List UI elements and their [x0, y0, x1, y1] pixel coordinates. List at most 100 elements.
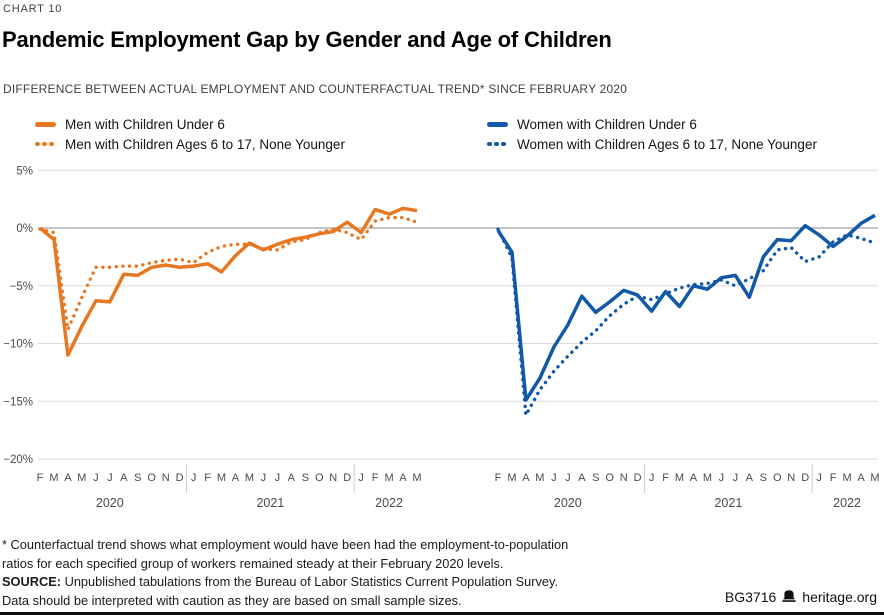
axis-label: A [857, 472, 865, 484]
axis-label: J [649, 472, 655, 484]
axis-label: 2022 [833, 496, 861, 510]
axis-label: M [535, 472, 544, 484]
dotted-line-swatch [35, 141, 61, 147]
axis-label: −10% [3, 339, 33, 351]
axis-label: O [315, 472, 324, 484]
chart-subtitle: DIFFERENCE BETWEEN ACTUAL EMPLOYMENT AND… [3, 82, 628, 96]
solid-line-swatch [487, 121, 513, 127]
chart-kicker: CHART 10 [3, 3, 63, 15]
axis-label: F [495, 472, 502, 484]
axis-label: S [302, 472, 309, 484]
page-title: Pandemic Employment Gap by Gender and Ag… [2, 27, 612, 52]
legend-label: Men with Children Under 6 [65, 116, 225, 132]
axis-label: 2022 [375, 496, 403, 510]
footnote-line: ratios for each specified group of worke… [2, 555, 504, 571]
legend-label: Women with Children Under 6 [517, 116, 697, 132]
legend-men: Men with Children Under 6 Men with Child… [35, 114, 345, 154]
women-6-to-17-line [496, 227, 877, 417]
axis-label: N [787, 472, 795, 484]
axis-label: M [870, 472, 879, 484]
legend-label: Men with Children Ages 6 to 17, None You… [65, 136, 345, 152]
axis-label: O [773, 472, 782, 484]
axis-label: N [329, 472, 337, 484]
axis-label: M [77, 472, 86, 484]
axis-label: A [399, 472, 407, 484]
axis-label: A [288, 472, 296, 484]
axis-label: S [134, 472, 141, 484]
axis-label: F [372, 472, 379, 484]
axis-label: D [176, 472, 184, 484]
source-label: SOURCE: [2, 574, 62, 589]
axis-label: −20% [3, 454, 33, 466]
legend-item-women-under-6: Women with Children Under 6 [487, 114, 817, 134]
source-text: Unpublished tabulations from the Bureau … [61, 574, 559, 589]
axis-label: J [107, 472, 113, 484]
site-link: heritage.org [802, 589, 877, 605]
legend-women: Women with Children Under 6 Women with C… [487, 114, 817, 154]
axis-label: M [703, 472, 712, 484]
axis-label: D [634, 472, 642, 484]
axis-label: M [412, 472, 421, 484]
axis-label: J [261, 472, 267, 484]
footer-credit: BG3716 heritage.org [725, 589, 877, 605]
axis-label: A [120, 472, 128, 484]
axis-label: J [275, 472, 281, 484]
axis-label: J [358, 472, 364, 484]
axis-label: N [162, 472, 170, 484]
axis-label: M [217, 472, 226, 484]
axis-label: M [842, 472, 851, 484]
axis-label: −5% [10, 281, 33, 293]
axis-label: 2020 [96, 496, 124, 510]
axis-label: M [384, 472, 393, 484]
axis-label: 2021 [714, 496, 742, 510]
axis-label: J [816, 472, 822, 484]
liberty-bell-icon [782, 590, 797, 602]
axis-label: M [507, 472, 516, 484]
axis-label: M [245, 472, 254, 484]
axis-label: 5% [16, 165, 33, 177]
legend-label: Women with Children Ages 6 to 17, None Y… [517, 136, 817, 152]
doc-id: BG3716 [724, 589, 777, 605]
axis-label: A [578, 472, 586, 484]
axis-label: F [204, 472, 211, 484]
axis-label: 2021 [256, 496, 284, 510]
legend-item-men-6-to-17: Men with Children Ages 6 to 17, None You… [35, 134, 345, 154]
women-under-6-line [496, 213, 876, 402]
solid-line-swatch [35, 121, 61, 127]
axis-label: A [64, 472, 72, 484]
legend-item-women-6-to-17: Women with Children Ages 6 to 17, None Y… [487, 134, 817, 154]
axis-label: M [675, 472, 684, 484]
axis-label: 2020 [554, 496, 582, 510]
footnote-line: * Counterfactual trend shows what employ… [2, 537, 569, 552]
axis-label: A [522, 472, 530, 484]
axis-label: J [733, 472, 739, 484]
axis-label: J [565, 472, 571, 484]
men-under-6-line [38, 206, 418, 357]
axis-label: J [191, 472, 197, 484]
axis-label: F [37, 472, 44, 484]
axis-label: F [662, 472, 669, 484]
axis-label: A [746, 472, 754, 484]
axis-label: N [620, 472, 628, 484]
axis-label: O [147, 472, 156, 484]
source-line: SOURCE: Unpublished tabulations from the… [2, 573, 568, 592]
axis-label: J [551, 472, 557, 484]
axis-label: D [801, 472, 809, 484]
axis-label: 0% [16, 223, 33, 235]
axis-label: A [232, 472, 240, 484]
axis-label: J [719, 472, 725, 484]
axis-label: F [830, 472, 837, 484]
men-6-to-17-line [38, 215, 419, 332]
axis-label: D [343, 472, 351, 484]
axis-label: S [760, 472, 767, 484]
dotted-line-swatch [487, 141, 513, 147]
axis-label: S [592, 472, 599, 484]
axis-label: O [605, 472, 614, 484]
legend-item-men-under-6: Men with Children Under 6 [35, 114, 345, 134]
axis-label: J [93, 472, 99, 484]
axis-label: A [690, 472, 698, 484]
axis-label: −15% [3, 396, 33, 408]
axis-label: M [49, 472, 58, 484]
